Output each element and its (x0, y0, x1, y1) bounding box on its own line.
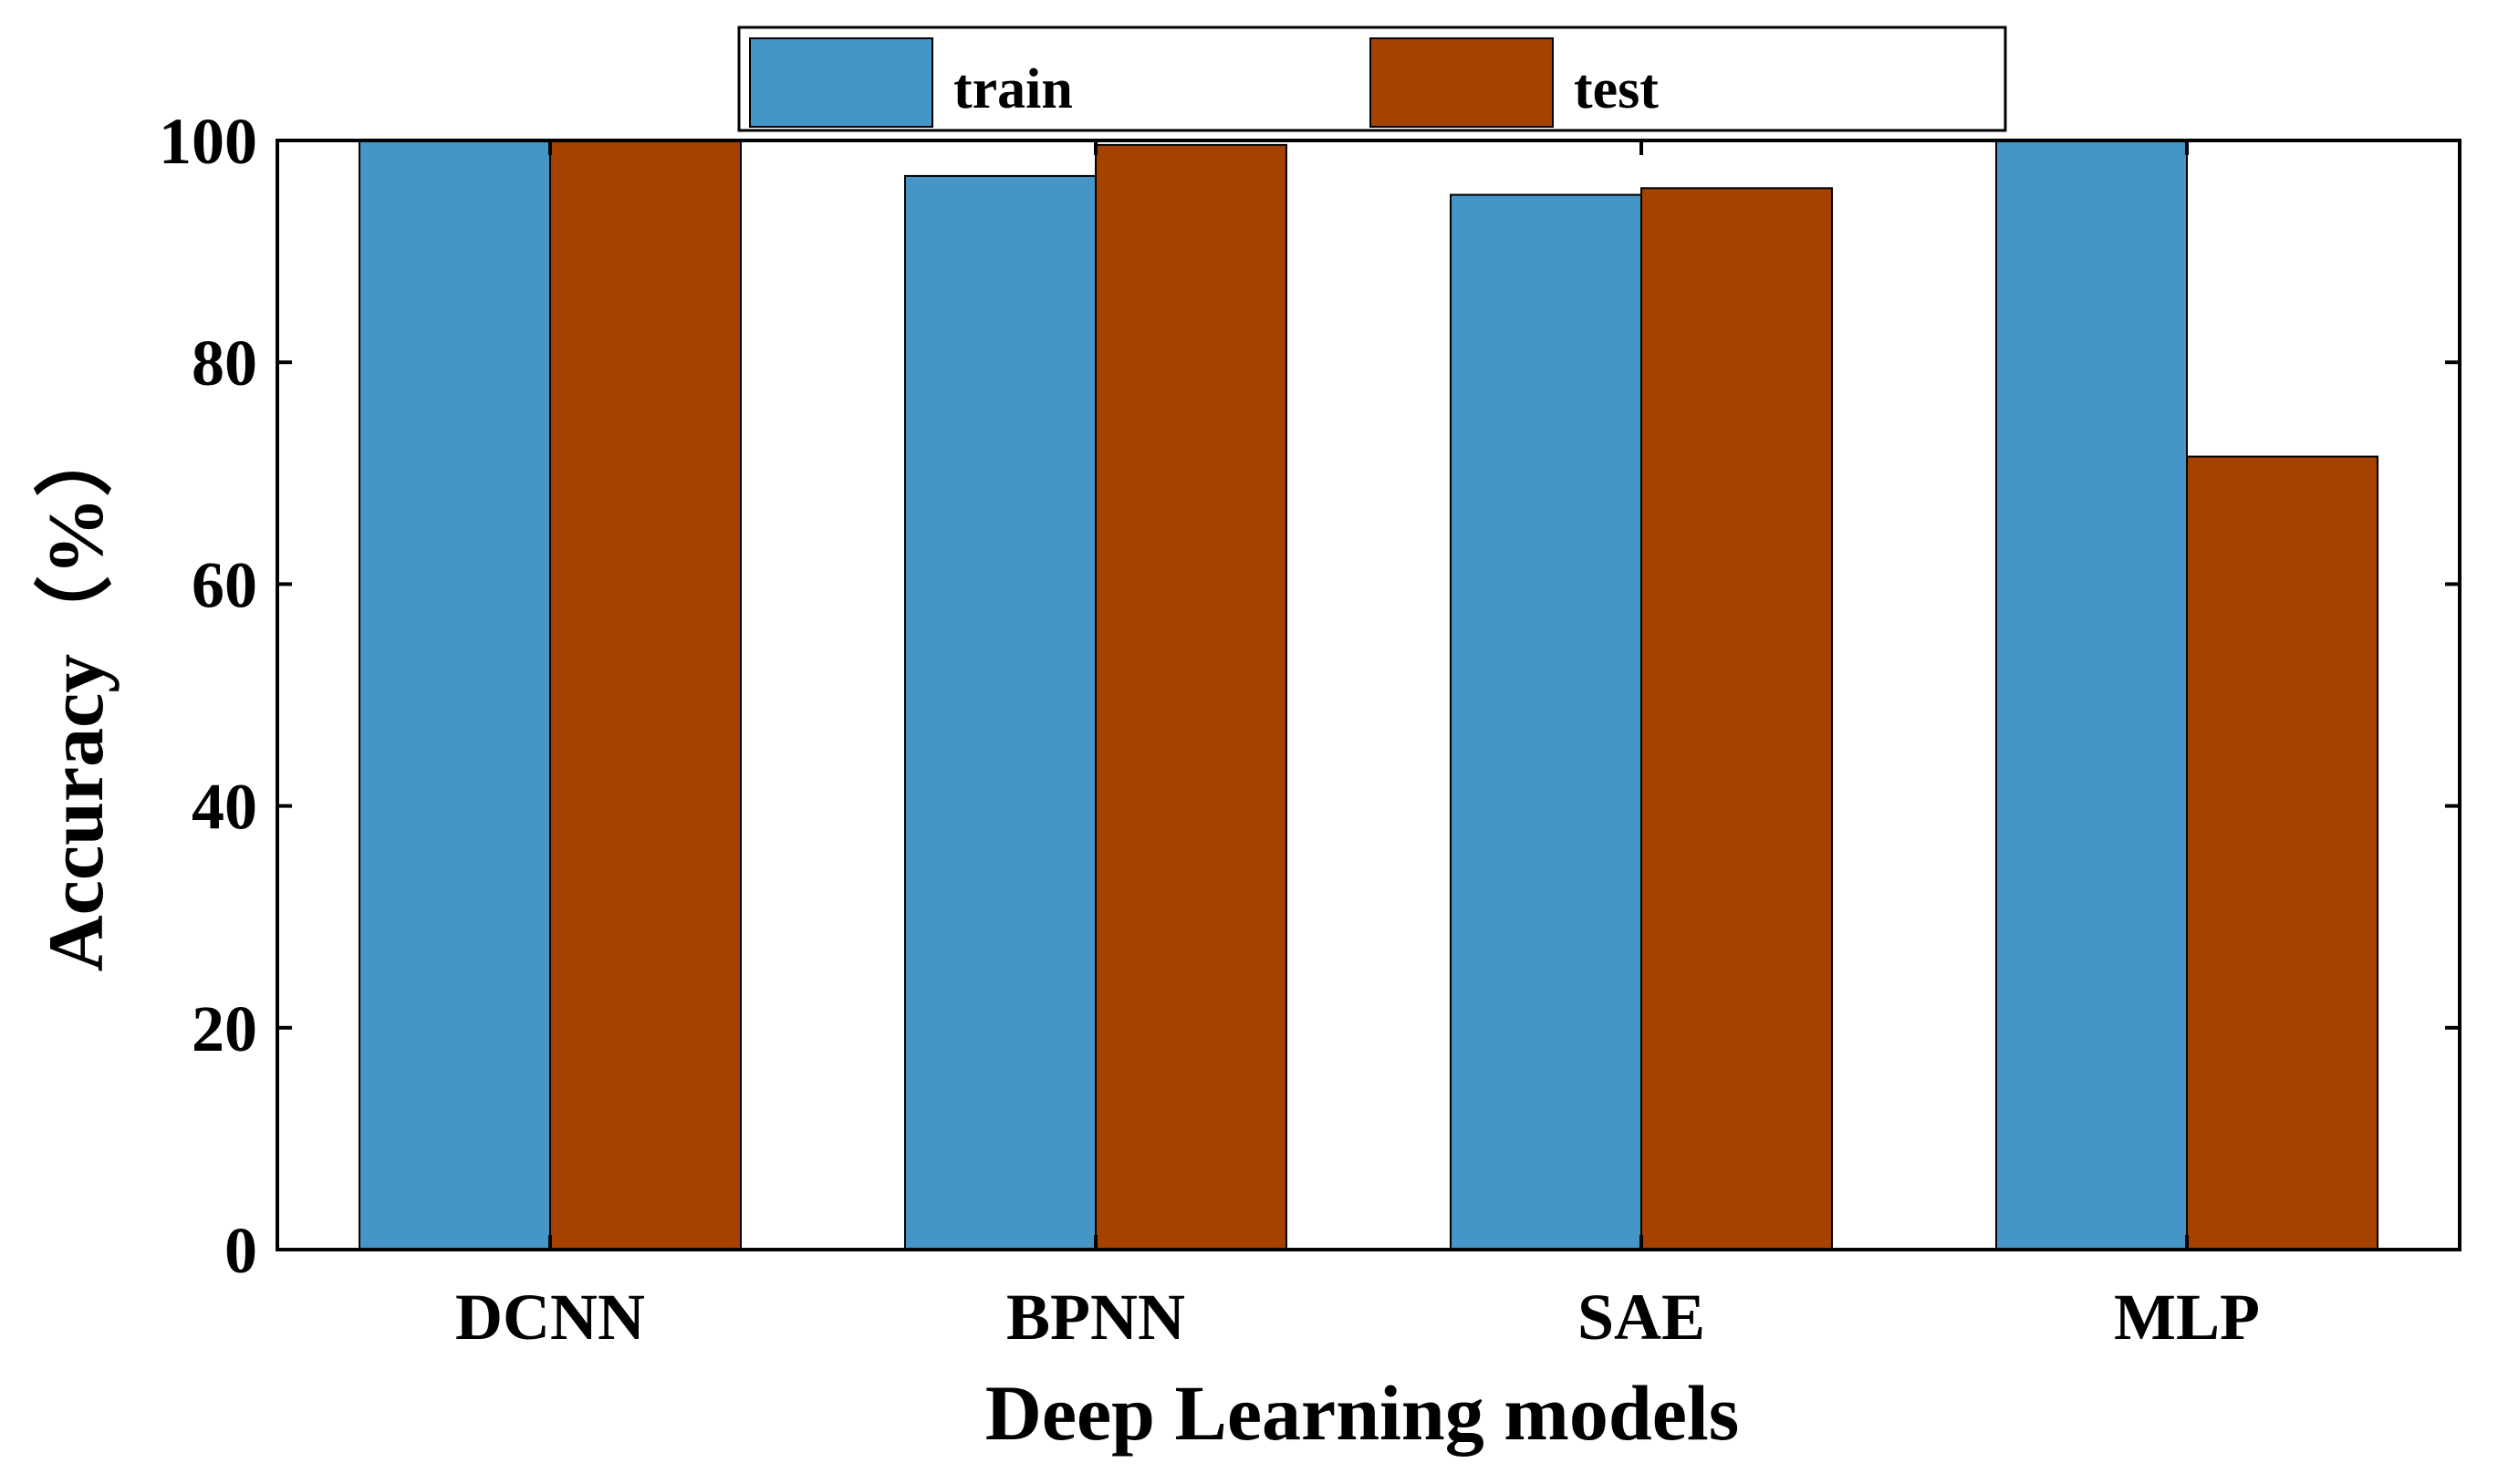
y-axis-title: Accuracy（%） (32, 419, 120, 972)
legend-label-train: train (953, 58, 1073, 120)
y-tick-label-0: 0 (224, 1214, 257, 1287)
bar-train-dcnn (359, 140, 551, 1251)
y-tick-label-20: 20 (192, 992, 257, 1065)
legend-label-test: test (1574, 58, 1659, 120)
bar-test-mlp (2186, 455, 2378, 1251)
bars-group (359, 140, 2378, 1251)
y-tick-label-80: 80 (192, 327, 257, 400)
x-tick-label-sae: SAE (1577, 1281, 1705, 1354)
legend: train test (737, 26, 2007, 132)
bar-test-dcnn (549, 140, 742, 1251)
y-tick-label-60: 60 (192, 548, 257, 621)
y-tick-label-40: 40 (192, 771, 257, 844)
ticks-group: 0 20 40 60 80 100 DCNN BPNN SAE MLP (159, 105, 2460, 1354)
x-axis-title: Deep Learning models (985, 1369, 1740, 1457)
bar-test-bpnn (1095, 143, 1287, 1251)
bar-train-sae (1450, 193, 1642, 1251)
legend-swatch-test (1369, 37, 1554, 128)
plot-frame (276, 139, 2462, 1251)
bar-train-bpnn (904, 174, 1097, 1251)
y-tick-label-100: 100 (159, 105, 257, 178)
legend-swatch-train (749, 37, 933, 128)
bar-test-sae (1640, 187, 1833, 1251)
x-tick-label-bpnn: BPNN (1006, 1281, 1185, 1354)
bar-train-mlp (1995, 140, 2188, 1251)
x-tick-label-mlp: MLP (2114, 1281, 2260, 1354)
x-tick-label-dcnn: DCNN (455, 1281, 645, 1354)
